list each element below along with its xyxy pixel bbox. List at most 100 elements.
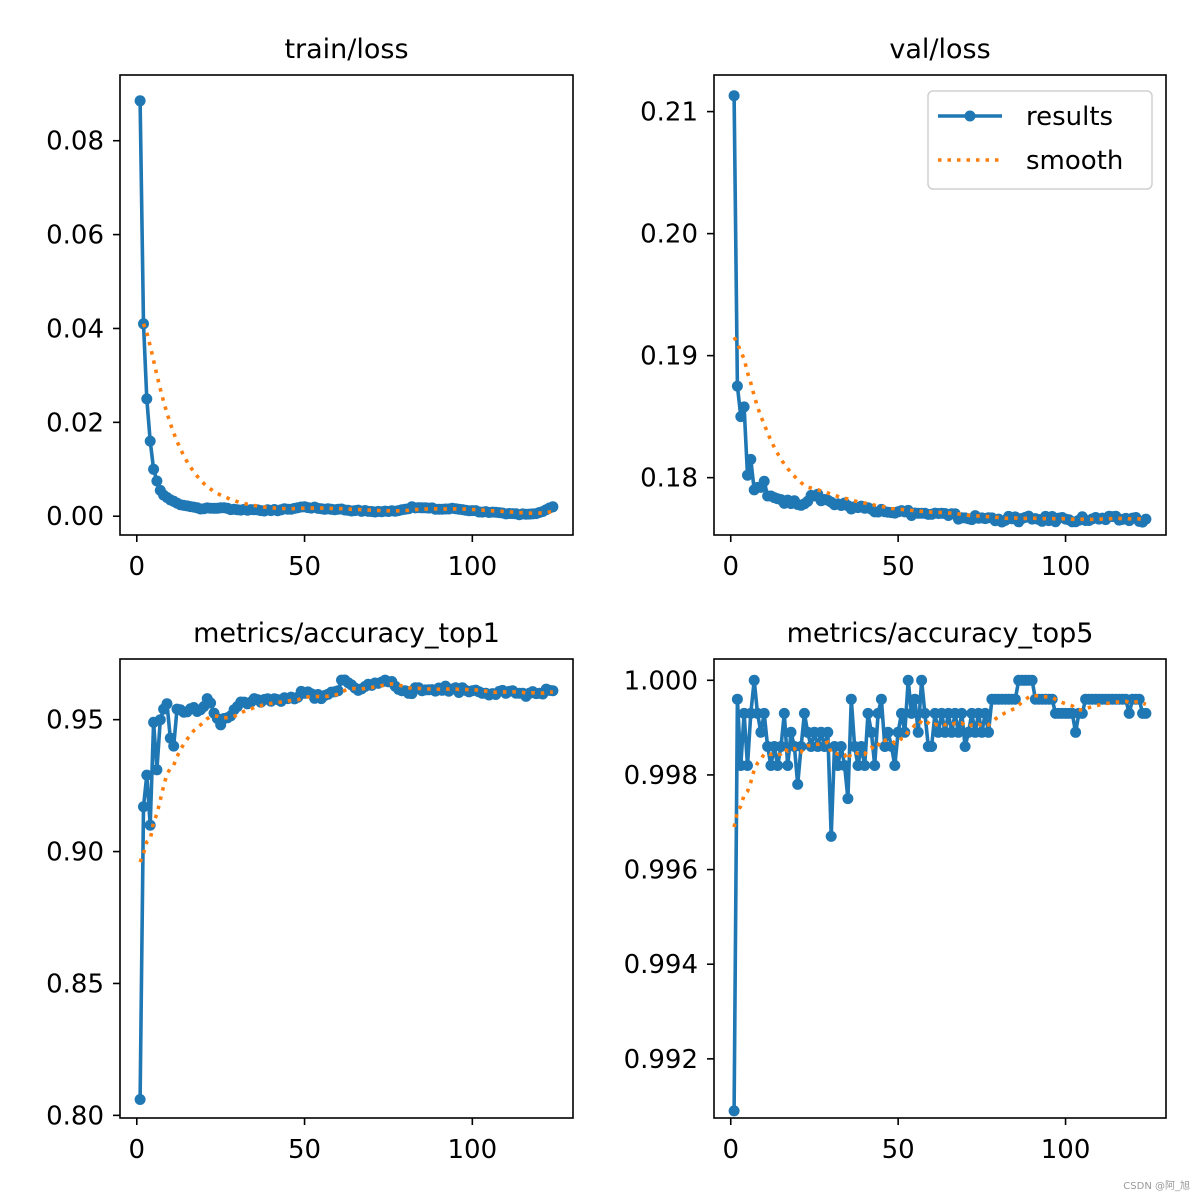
y-tick-label: 0.994 — [624, 950, 698, 980]
data-point — [154, 714, 166, 726]
x-tick-label: 0 — [722, 1135, 739, 1165]
data-point — [956, 707, 968, 719]
data-point — [822, 726, 834, 738]
legend: results smooth — [927, 90, 1153, 190]
data-point — [1140, 513, 1152, 525]
y-tick-label: 0.00 — [46, 502, 104, 532]
data-point — [758, 707, 770, 719]
chart-title: metrics/accuracy_top1 — [193, 618, 500, 649]
chart-title: train/loss — [284, 34, 408, 65]
data-point — [839, 760, 851, 771]
data-point — [141, 393, 153, 405]
data-point — [875, 693, 887, 705]
x-tick-label: 100 — [448, 552, 498, 582]
data-point — [735, 411, 747, 423]
data-point — [1076, 707, 1088, 719]
legend-label: smooth — [1026, 146, 1123, 176]
data-point — [205, 697, 217, 709]
data-point — [889, 760, 901, 771]
data-point — [896, 707, 907, 719]
chart-title: metrics/accuracy_top5 — [787, 618, 1094, 649]
data-point — [845, 693, 857, 705]
y-tick-label: 0.19 — [640, 342, 698, 372]
data-point — [332, 685, 344, 697]
data-point — [134, 95, 146, 107]
data-point — [916, 674, 928, 686]
data-point — [772, 760, 784, 771]
data-point — [728, 1105, 740, 1117]
data-point — [865, 726, 877, 738]
x-tick-label: 0 — [722, 552, 739, 582]
watermark: CSDN @阿_旭 — [1123, 1181, 1190, 1192]
y-tick-label: 0.08 — [46, 127, 104, 157]
data-point — [141, 769, 153, 781]
chart-panel-3: metrics/accuracy_top1 0 50 100 0.80 0.85 0.90 0… — [46, 618, 574, 1165]
x-tick-label: 50 — [288, 1135, 321, 1165]
data-point — [983, 726, 994, 738]
series-results — [134, 95, 559, 521]
x-tick-label: 0 — [129, 552, 146, 582]
y-tick-label: 0.992 — [624, 1045, 698, 1075]
data-point — [1140, 707, 1152, 719]
data-point — [731, 693, 743, 705]
y-tick-label: 0.996 — [624, 856, 698, 886]
data-point — [138, 801, 149, 813]
data-point — [926, 741, 938, 752]
data-point — [151, 475, 163, 487]
data-point — [758, 475, 770, 487]
series-results — [134, 674, 559, 1105]
data-point — [859, 760, 871, 771]
axes-frame — [119, 658, 574, 1119]
data-point — [792, 778, 804, 790]
data-point — [909, 693, 921, 705]
data-point — [855, 741, 867, 752]
data-point — [775, 741, 787, 752]
data-point — [899, 726, 911, 738]
data-point — [798, 707, 810, 719]
data-point — [134, 1094, 146, 1105]
y-tick-label: 0.18 — [640, 464, 698, 494]
x-tick-label: 50 — [882, 552, 915, 582]
data-point — [1026, 674, 1038, 686]
data-point — [1046, 693, 1058, 705]
data-point — [819, 741, 830, 752]
y-tick-label: 0.06 — [46, 221, 104, 251]
x-tick-label: 100 — [448, 1135, 498, 1165]
data-point — [902, 674, 914, 686]
data-point — [148, 463, 160, 475]
data-point — [748, 674, 760, 686]
y-tick-label: 0.998 — [624, 761, 698, 791]
legend-results-marker — [964, 110, 976, 122]
data-point — [151, 764, 163, 776]
data-point — [906, 707, 917, 719]
x-tick-label: 50 — [288, 552, 321, 582]
chart-title: val/loss — [889, 34, 990, 65]
y-tick-label: 0.21 — [640, 98, 698, 128]
data-point — [869, 760, 881, 771]
data-point — [795, 741, 807, 752]
results-line — [138, 100, 554, 517]
data-point — [825, 830, 837, 842]
data-point — [547, 501, 559, 513]
data-point — [919, 707, 931, 719]
smooth-line — [141, 323, 554, 516]
data-point — [742, 469, 753, 481]
y-tick-label: 0.02 — [46, 408, 104, 438]
y-tick-label: 1.000 — [624, 666, 698, 696]
data-point — [1009, 693, 1021, 705]
data-point — [842, 793, 854, 805]
data-point — [731, 380, 743, 392]
data-point — [835, 741, 847, 752]
y-tick-label: 0.80 — [46, 1101, 104, 1131]
data-point — [862, 707, 874, 719]
data-point — [745, 453, 757, 465]
y-tick-label: 0.95 — [46, 706, 104, 736]
data-point — [168, 740, 180, 752]
data-point — [1070, 726, 1082, 738]
chart-panel-2: val/loss 0 50 100 0.18 0.19 0.20 0.21 results smo… — [640, 34, 1167, 582]
x-tick-label: 100 — [1041, 1135, 1091, 1165]
series-results — [728, 674, 1152, 1117]
data-point — [742, 760, 753, 771]
series-results — [728, 90, 1152, 528]
